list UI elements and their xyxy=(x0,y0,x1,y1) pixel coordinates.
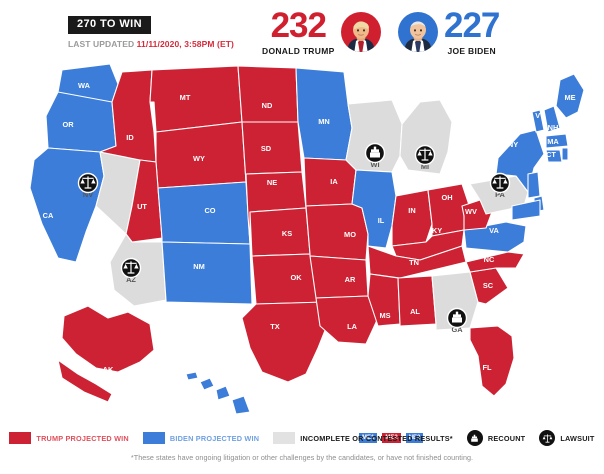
district-box-me2[interactable]: ME2 xyxy=(381,432,402,444)
270-to-win-badge: 270 TO WIN xyxy=(68,16,151,34)
legend-swatch xyxy=(273,432,296,444)
trump-name-label: DONALD TRUMP xyxy=(262,46,335,56)
last-updated-text: LAST UPDATED 11/11/2020, 3:58PM (ET) xyxy=(68,39,234,49)
trump-avatar xyxy=(340,12,381,52)
state-tx[interactable] xyxy=(241,301,331,383)
state-ak-aleutians[interactable] xyxy=(57,359,113,403)
state-nj[interactable] xyxy=(527,171,541,199)
legend-item-trump-projected-win: TRUMP PROJECTED WIN xyxy=(9,432,129,444)
lawsuit-marker-nv[interactable] xyxy=(77,172,99,194)
legend-label: BIDEN PROJECTED WIN xyxy=(169,433,260,443)
state-ct[interactable] xyxy=(545,149,563,163)
last-updated-label: LAST UPDATED xyxy=(68,39,137,49)
state-al[interactable] xyxy=(397,275,437,327)
trump-portrait-icon xyxy=(347,20,374,52)
legend-label: LAWSUIT xyxy=(560,433,595,443)
state-nm[interactable] xyxy=(161,241,253,305)
state-nd[interactable] xyxy=(237,65,299,123)
electoral-map[interactable]: WA OR CA NV ID MT WY UT AZ CO NM ND SD NE KS OK TX MN IA MO… xyxy=(0,56,604,444)
state-nh[interactable] xyxy=(543,105,561,133)
state-hi-island-3[interactable] xyxy=(215,385,231,401)
state-ia[interactable] xyxy=(303,157,357,209)
scoreboard-header: 270 TO WIN LAST UPDATED 11/11/2020, 3:58… xyxy=(0,0,604,62)
state-il[interactable] xyxy=(351,169,397,249)
recount-marker-wi[interactable] xyxy=(364,142,386,164)
legend-items-row: TRUMP PROJECTED WIN BIDEN PROJECTED WIN IN… xyxy=(0,430,604,446)
lawsuit-marker-mi[interactable] xyxy=(414,144,436,166)
last-updated-timestamp: 11/11/2020, 3:58PM (ET) xyxy=(136,39,234,49)
legend-label: TRUMP PROJECTED WIN xyxy=(36,433,129,443)
us-states-svg[interactable]: WAORCANVIDMTWYUTAZCONMNDSDNEKSOKTXMNIAMO… xyxy=(0,56,604,416)
state-mn[interactable] xyxy=(295,67,353,161)
state-or[interactable] xyxy=(45,91,117,153)
state-md[interactable] xyxy=(511,199,541,221)
state-ri[interactable] xyxy=(561,147,569,161)
district-box-ne2[interactable]: NE2 xyxy=(404,432,425,444)
badge-block: 270 TO WIN LAST UPDATED 11/11/2020, 3:58… xyxy=(68,14,234,49)
biden-avatar xyxy=(398,12,438,52)
biden-score-column: 227 JOE BIDEN xyxy=(444,6,500,56)
legend-item-incomplete-or-contested-results: INCOMPLETE OR CONTESTED RESULTS* xyxy=(273,432,453,444)
biden-portrait-icon xyxy=(405,20,431,52)
lawsuit-marker-pa[interactable] xyxy=(489,172,511,194)
state-la[interactable] xyxy=(315,295,379,345)
state-mo[interactable] xyxy=(305,203,369,261)
legend-footnote: *These states have ongoing litigation or… xyxy=(130,453,474,462)
legend-swatch xyxy=(9,432,32,444)
state-hi-island-4[interactable] xyxy=(231,395,251,415)
biden-score-group: 227 JOE BIDEN xyxy=(398,6,500,56)
legend-item-recount: RECOUNT xyxy=(466,430,526,446)
state-ks[interactable] xyxy=(249,207,311,257)
state-ak[interactable] xyxy=(61,305,155,373)
legend-swatch xyxy=(142,432,165,444)
legend-label: RECOUNT xyxy=(487,433,526,443)
trump-score-column: 232 DONALD TRUMP xyxy=(262,8,335,56)
scales-icon xyxy=(539,430,556,446)
state-ca[interactable] xyxy=(29,147,105,263)
map-legend: TRUMP PROJECTED WIN BIDEN PROJECTED WIN IN… xyxy=(0,430,604,462)
state-hi-island-2[interactable] xyxy=(199,377,215,391)
biden-name-label: JOE BIDEN xyxy=(447,46,496,56)
state-in[interactable] xyxy=(391,189,433,247)
state-co[interactable] xyxy=(157,181,251,245)
state-fl[interactable] xyxy=(469,325,515,397)
state-ar[interactable] xyxy=(309,255,369,299)
state-hi[interactable] xyxy=(185,371,199,381)
state-mt[interactable] xyxy=(149,65,243,133)
district-box-me1[interactable]: ME1 xyxy=(358,432,379,444)
state-ut[interactable] xyxy=(125,159,163,243)
state-va[interactable] xyxy=(463,221,527,253)
lawsuit-marker-az[interactable] xyxy=(120,257,142,279)
state-wy[interactable] xyxy=(155,121,247,189)
state-me[interactable] xyxy=(555,73,585,119)
trump-electoral-votes: 232 xyxy=(270,6,327,45)
biden-electoral-votes: 227 xyxy=(444,6,500,45)
trump-score-group: 232 DONALD TRUMP xyxy=(262,8,381,56)
district-boxes: ME1 ME2 NE2 xyxy=(358,432,425,444)
state-id[interactable] xyxy=(99,69,157,163)
legend-item-biden-projected-win: BIDEN PROJECTED WIN xyxy=(142,432,260,444)
legend-item-lawsuit: LAWSUIT xyxy=(539,430,594,446)
state-ms[interactable] xyxy=(367,273,401,327)
state-vt[interactable] xyxy=(531,109,545,133)
state-ma[interactable] xyxy=(545,133,569,149)
recount-marker-ga[interactable] xyxy=(446,307,468,329)
ballot-box-icon xyxy=(466,430,483,446)
state-mi[interactable] xyxy=(399,99,453,175)
legend-label: INCOMPLETE OR CONTESTED RESULTS* xyxy=(300,433,453,443)
